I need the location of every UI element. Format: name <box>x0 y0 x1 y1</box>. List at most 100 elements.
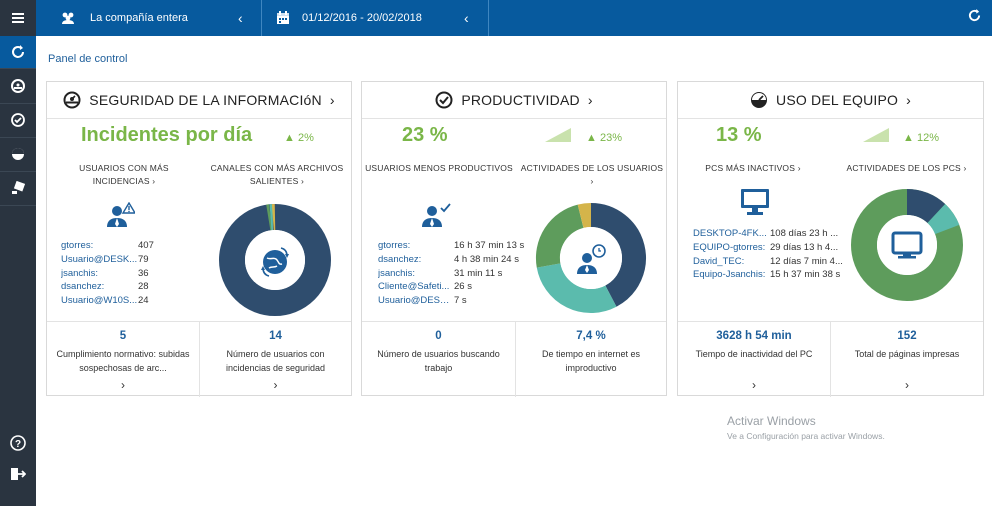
productivity-icon[interactable] <box>0 104 36 136</box>
metric-label: Número de usuarios buscando trabajo <box>377 349 500 373</box>
list-item[interactable]: Cliente@Safeti... 26 s <box>378 280 524 294</box>
security-gauge-icon <box>63 91 81 109</box>
productivity-panel: PRODUCTIVIDAD › 23 % ▲ 23% USUARIOS MENO… <box>361 81 668 397</box>
up-arrow-icon: ▲ <box>586 132 600 144</box>
watermark-subtitle: Ve a Configuración para activar Windows. <box>727 431 885 441</box>
user-value: 36 <box>138 267 149 279</box>
user-name[interactable]: jsanchis: <box>378 267 415 279</box>
security-metric-compliance[interactable]: 5 Cumplimiento normativo: subidas sospec… <box>47 321 199 397</box>
security-icon[interactable] <box>0 70 36 102</box>
list-item[interactable]: David_TEC: 12 días 7 min 4... <box>693 255 843 269</box>
logout-icon[interactable] <box>0 458 36 490</box>
security-channels-donut[interactable] <box>219 204 331 316</box>
list-item[interactable]: dsanchez: 28 <box>61 280 154 294</box>
user-name[interactable]: gtorres: <box>61 240 94 251</box>
trend-triangle-icon <box>863 128 889 142</box>
productivity-trend-value: 23% <box>599 132 622 144</box>
donut-segment-teal[interactable] <box>926 203 960 235</box>
menu-icon[interactable] <box>0 2 36 34</box>
equipment-icon[interactable] <box>0 138 36 170</box>
productivity-metric-jobsearch[interactable]: 0 Número de usuarios buscando trabajo <box>362 321 515 397</box>
productivity-activities-link[interactable]: ACTIVIDADES DE LOS USUARIOS › <box>516 162 668 188</box>
equipment-trend: ▲ 12% <box>903 132 939 144</box>
equipment-sub-right-label: ACTIVIDADES DE LOS PCS <box>846 163 961 173</box>
chevron-right-icon[interactable]: › <box>273 378 278 392</box>
user-name[interactable]: Usuario@DESK... <box>61 253 138 265</box>
metric-value: 0 <box>435 330 442 342</box>
list-item[interactable]: Usuario@DESK... 7 s <box>378 294 524 308</box>
eraser-icon[interactable] <box>0 172 36 204</box>
monitor-icon <box>891 231 923 259</box>
user-name[interactable]: gtorres: <box>378 240 411 251</box>
equipment-metric-inactivity[interactable]: 3628 h 54 min Tiempo de inactividad del … <box>678 321 830 397</box>
security-panel-header[interactable]: SEGURIDAD DE LA INFORMACIóN › <box>47 82 351 119</box>
equipment-panel-header[interactable]: USO DEL EQUIPO › <box>678 82 983 119</box>
list-item[interactable]: Usuario@W10S... 24 <box>61 294 154 308</box>
list-item[interactable]: dsanchez: 4 h 38 min 24 s <box>378 253 524 267</box>
equipment-metric-pages[interactable]: 152 Total de páginas impresas › <box>831 321 983 397</box>
pc-name[interactable]: David_TEC: <box>693 255 745 267</box>
list-item[interactable]: EQUIPO-gtorres: 29 días 13 h 4... <box>693 241 843 255</box>
date-range-selector[interactable]: 01/12/2016 - 20/02/2018 <box>276 0 422 36</box>
pc-value: 108 días 23 h ... <box>770 228 839 239</box>
security-sub-left-label: USUARIOS CON MÁS INCIDENCIAS <box>79 163 169 186</box>
productivity-metric-internet[interactable]: 7,4 % De tiempo en internet es improduct… <box>516 321 666 397</box>
company-collapse-chevron-icon[interactable]: ‹ <box>238 10 243 26</box>
pc-value: 12 días 7 min 4... <box>770 255 843 267</box>
productivity-activities-donut[interactable] <box>535 202 647 314</box>
donut-segment-yellow[interactable] <box>577 203 592 229</box>
user-name[interactable]: dsanchez: <box>378 253 422 265</box>
user-value: 7 s <box>454 295 467 307</box>
refresh-icon[interactable] <box>968 9 981 25</box>
chevron-right-icon[interactable]: › <box>752 378 756 392</box>
chevron-right-icon[interactable]: › <box>121 378 125 392</box>
donut-segment-navy[interactable] <box>906 189 946 224</box>
donut-segment-green[interactable] <box>536 204 585 268</box>
metric-value: 3628 h 54 min <box>716 330 792 342</box>
company-selector[interactable]: La compañía entera <box>60 0 188 36</box>
list-item[interactable]: gtorres: 16 h 37 min 13 s <box>378 239 524 253</box>
metric-label: Cumplimiento normativo: subidas sospecho… <box>56 349 190 373</box>
security-top-users-link[interactable]: USUARIOS CON MÁS INCIDENCIAS › <box>59 162 189 188</box>
pc-value: 15 h 37 min 38 s <box>770 269 841 281</box>
user-warning-icon <box>107 201 137 233</box>
pc-name[interactable]: EQUIPO-gtorres: <box>693 241 766 253</box>
chevron-right-icon: › <box>906 92 911 108</box>
list-item[interactable]: DESKTOP-4FK... 108 días 23 h ... <box>693 227 843 241</box>
breadcrumb[interactable]: Panel de control <box>48 53 128 65</box>
pc-name[interactable]: DESKTOP-4FK... <box>693 228 767 239</box>
productivity-panel-header[interactable]: PRODUCTIVIDAD › <box>362 82 666 119</box>
chevron-right-icon[interactable]: › <box>905 378 909 392</box>
svg-text:?: ? <box>15 439 21 450</box>
equipment-activities-link[interactable]: ACTIVIDADES DE LOS PCS › <box>828 162 985 175</box>
user-name[interactable]: dsanchez: <box>61 281 105 293</box>
list-item[interactable]: Equipo-Jsanchis: 15 h 37 min 38 s <box>693 268 843 282</box>
security-channels-link[interactable]: CANALES CON MÁS ARCHIVOS SALIENTES › <box>202 162 352 188</box>
donut-segment-navy[interactable] <box>590 203 646 307</box>
donut-segment-teal[interactable] <box>536 262 617 313</box>
productivity-least-users-link[interactable]: USUARIOS MENOS PRODUCTIVOS <box>362 162 516 175</box>
list-item[interactable]: gtorres: 407 <box>61 239 154 253</box>
security-metric-users[interactable]: 14 Número de usuarios con incidencias de… <box>200 321 351 397</box>
security-user-list: gtorres: 407 Usuario@DESK... 79 jsanchis: 3… <box>61 239 154 308</box>
chevron-right-icon: › <box>797 163 801 173</box>
equipment-headline: 13 % <box>716 124 762 146</box>
help-icon[interactable]: ? <box>0 427 36 459</box>
equipment-inactive-pcs-link[interactable]: PCS MÁS INACTIVOS › <box>678 162 828 175</box>
metric-value: 7,4 % <box>576 330 606 342</box>
pc-name[interactable]: Equipo-Jsanchis: <box>693 269 766 281</box>
list-item[interactable]: jsanchis: 31 min 11 s <box>378 267 524 281</box>
security-sub-right-label: CANALES CON MÁS ARCHIVOS SALIENTES <box>210 163 344 186</box>
user-name[interactable]: Usuario@W10S... <box>61 295 138 307</box>
list-item[interactable]: Usuario@DESK... 79 <box>61 253 154 267</box>
list-item[interactable]: jsanchis: 36 <box>61 267 154 281</box>
dashboard-refresh-icon[interactable] <box>0 36 36 68</box>
date-collapse-chevron-icon[interactable]: ‹ <box>464 10 469 26</box>
left-rail: ? <box>0 0 36 506</box>
chevron-right-icon: › <box>590 176 594 186</box>
user-value: 16 h 37 min 13 s <box>454 240 525 251</box>
user-name[interactable]: Usuario@DESK... <box>378 295 454 307</box>
user-name[interactable]: jsanchis: <box>61 267 98 279</box>
user-name[interactable]: Cliente@Safeti... <box>378 281 450 293</box>
equipment-activities-donut[interactable] <box>851 189 963 301</box>
